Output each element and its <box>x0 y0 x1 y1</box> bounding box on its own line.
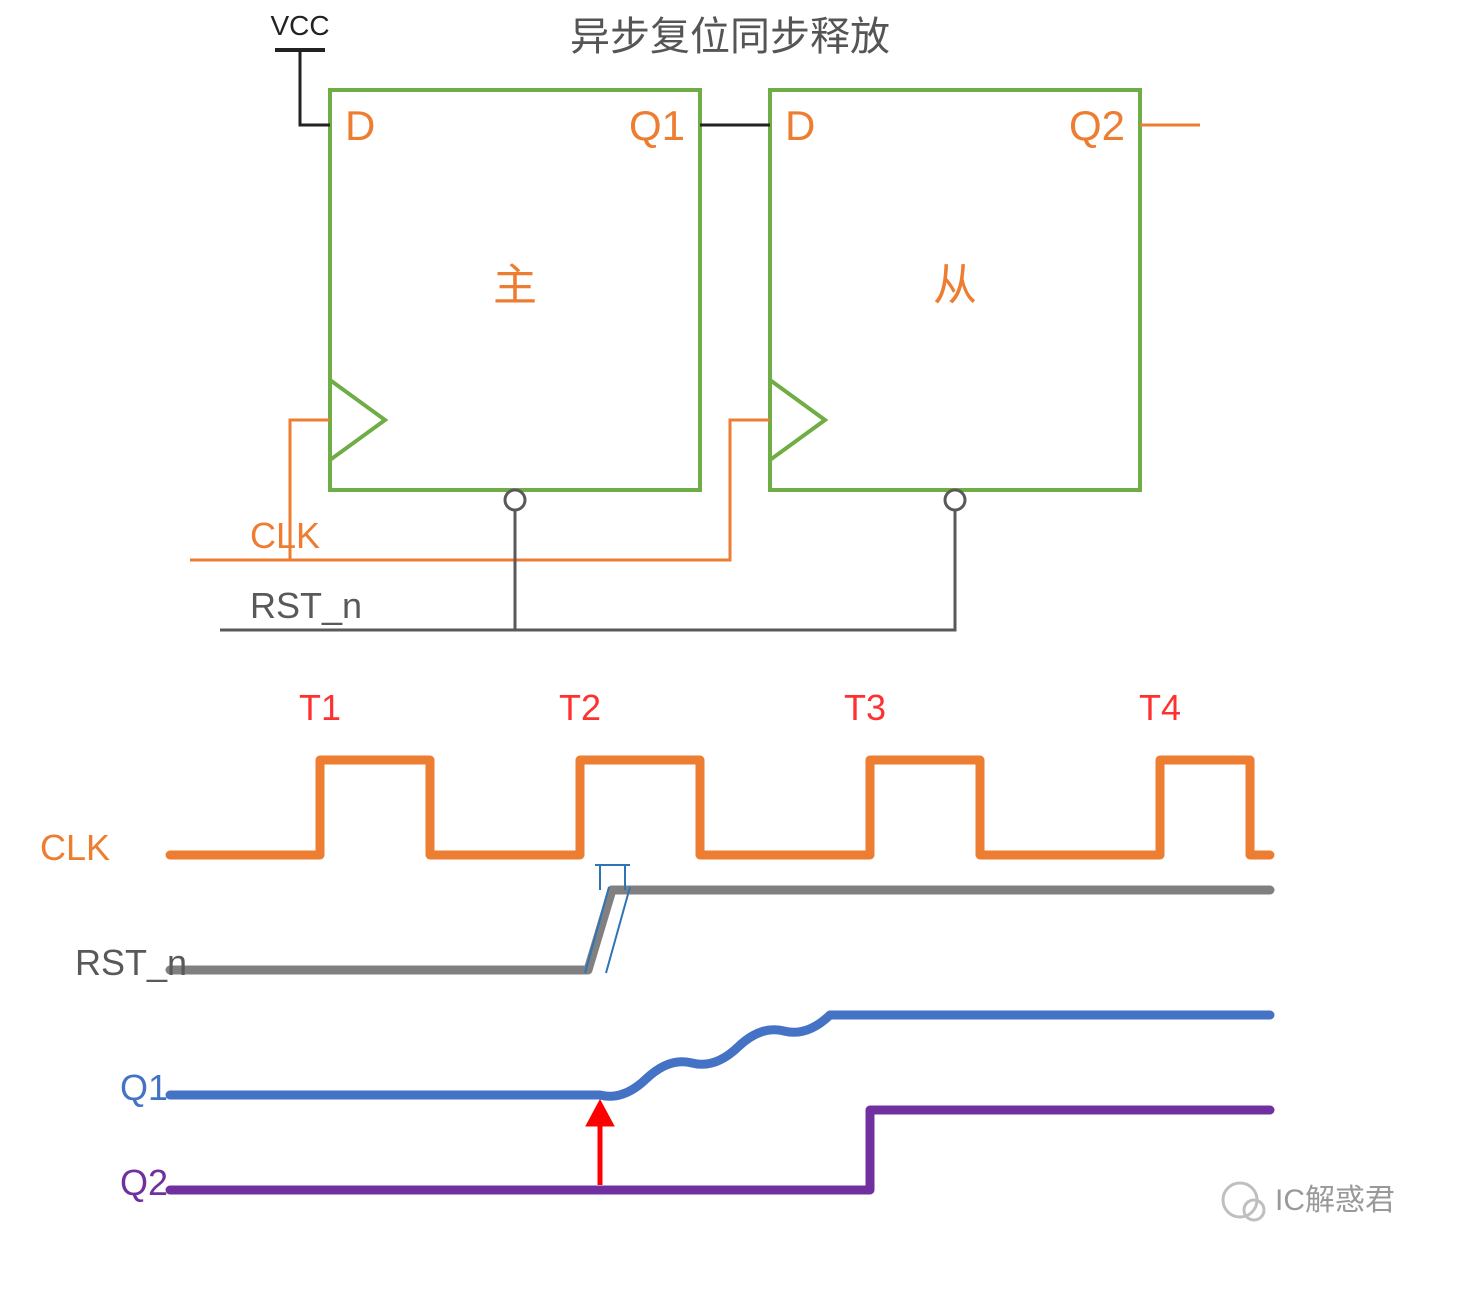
vcc-label: VCC <box>270 10 329 41</box>
watermark-text: IC解惑君 <box>1275 1184 1395 1217</box>
ff2-reset-bubble-icon <box>945 490 965 510</box>
ff2-name: 从 <box>933 261 977 310</box>
ff2-d-label: D <box>785 102 815 149</box>
ff1-name: 主 <box>493 261 537 310</box>
rise-annot-1 <box>585 887 609 973</box>
arrow-head-icon <box>586 1100 614 1126</box>
t-label-T1: T1 <box>299 687 341 728</box>
t-label-T3: T3 <box>844 687 886 728</box>
diagram-canvas: 异步复位同步释放 D Q1 主 D Q2 从 VCC CLK RST_n T1 T2 T3 T4 CLK RS… <box>0 0 1459 1298</box>
q1-waveform-label: Q1 <box>120 1067 168 1108</box>
rstn-input-label: RST_n <box>250 585 362 626</box>
q2-waveform <box>170 1110 1270 1190</box>
q1-waveform <box>170 1015 1270 1096</box>
ff2-clk-triangle-icon <box>770 380 825 460</box>
vcc-wire <box>300 50 330 125</box>
clk-waveform <box>170 760 1270 855</box>
diagram-title: 异步复位同步释放 <box>570 15 890 59</box>
t-label-T2: T2 <box>559 687 601 728</box>
rstn-waveform <box>170 890 1270 970</box>
ff2-q-label: Q2 <box>1069 102 1125 149</box>
ff1-reset-bubble-icon <box>505 490 525 510</box>
ff1-d-label: D <box>345 102 375 149</box>
q2-waveform-label: Q2 <box>120 1162 168 1203</box>
ff1-q-label: Q1 <box>629 102 685 149</box>
clk-input-label: CLK <box>250 515 320 556</box>
rstn-waveform-label: RST_n <box>75 942 187 983</box>
ff1-clk-triangle-icon <box>330 380 385 460</box>
clk-waveform-label: CLK <box>40 827 110 868</box>
t-label-T4: T4 <box>1139 687 1181 728</box>
